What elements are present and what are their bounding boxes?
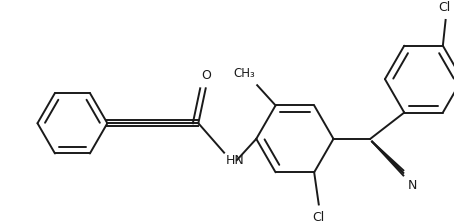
Text: HN: HN bbox=[226, 155, 245, 168]
Text: CH₃: CH₃ bbox=[234, 67, 255, 80]
Text: O: O bbox=[201, 69, 211, 82]
Text: Cl: Cl bbox=[438, 1, 451, 14]
Text: N: N bbox=[408, 179, 417, 192]
Text: Cl: Cl bbox=[313, 211, 325, 224]
